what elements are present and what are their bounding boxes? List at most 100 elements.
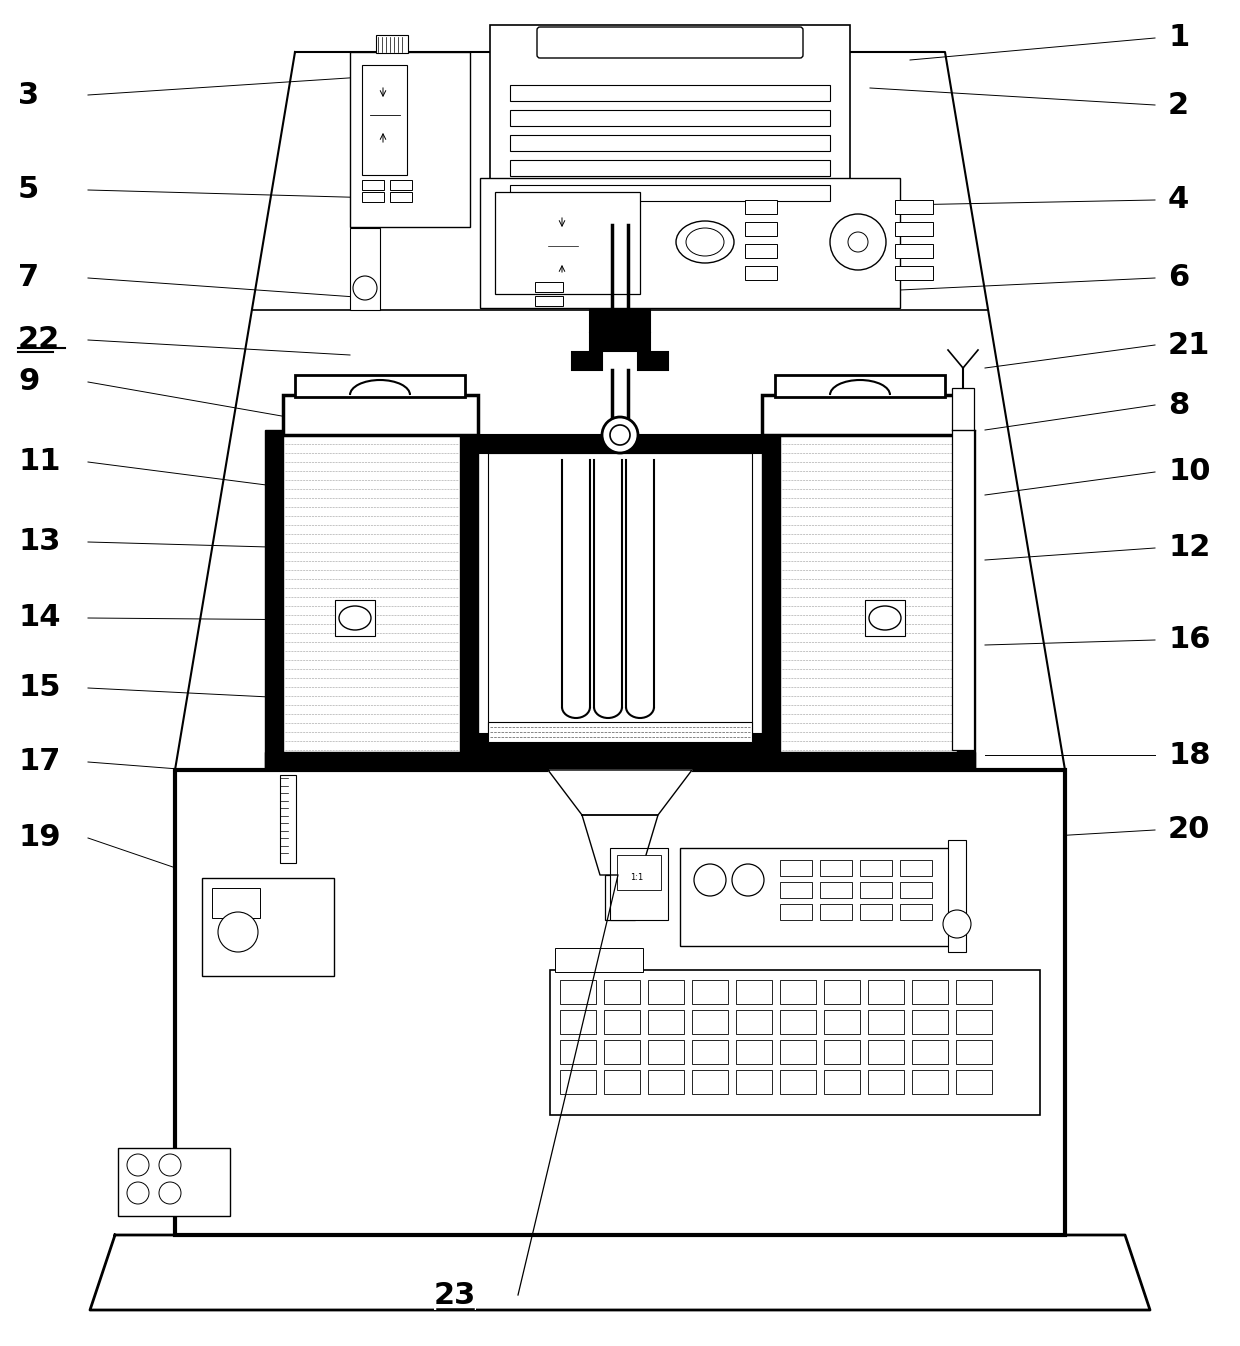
Ellipse shape — [676, 221, 734, 262]
Text: 2: 2 — [1168, 90, 1189, 120]
Text: 21: 21 — [1168, 331, 1210, 359]
Bar — [956, 980, 992, 1004]
Text: 20: 20 — [1168, 816, 1210, 844]
Text: 7: 7 — [19, 264, 40, 292]
Text: 12: 12 — [1168, 533, 1210, 563]
Bar — [780, 1040, 816, 1063]
Bar — [911, 1070, 949, 1094]
Bar — [212, 888, 260, 918]
Bar — [866, 600, 905, 637]
Polygon shape — [548, 770, 692, 814]
Bar — [692, 1040, 728, 1063]
Bar — [780, 882, 812, 898]
Bar — [605, 875, 635, 921]
Bar — [825, 980, 861, 1004]
Bar — [477, 435, 763, 454]
Bar — [692, 980, 728, 1004]
Circle shape — [353, 276, 377, 300]
Text: 14: 14 — [19, 603, 61, 633]
Bar — [649, 1010, 684, 1034]
Bar — [861, 860, 892, 876]
Bar — [956, 1010, 992, 1034]
Bar — [335, 600, 374, 637]
Bar — [745, 222, 777, 236]
Bar — [868, 1070, 904, 1094]
Bar — [956, 1040, 992, 1063]
Bar — [692, 1070, 728, 1094]
Text: 23: 23 — [434, 1280, 476, 1310]
Bar — [618, 855, 661, 890]
Text: 15: 15 — [19, 673, 61, 703]
Bar — [560, 1040, 596, 1063]
Bar — [391, 192, 412, 202]
Bar — [118, 1148, 229, 1215]
Bar — [868, 1010, 904, 1034]
Bar — [737, 1010, 773, 1034]
Bar — [510, 85, 830, 101]
Bar — [510, 160, 830, 176]
Bar — [780, 980, 816, 1004]
Ellipse shape — [869, 606, 901, 630]
Ellipse shape — [339, 606, 371, 630]
Bar — [590, 332, 650, 351]
Bar — [510, 110, 830, 127]
Bar — [900, 860, 932, 876]
Circle shape — [218, 913, 258, 952]
Bar — [649, 980, 684, 1004]
Bar — [825, 1010, 861, 1034]
Circle shape — [942, 910, 971, 938]
Bar — [556, 948, 644, 972]
Bar — [534, 296, 563, 306]
Circle shape — [126, 1182, 149, 1205]
Text: 10: 10 — [1168, 458, 1210, 486]
Bar — [820, 905, 852, 921]
Text: 6: 6 — [1168, 264, 1189, 292]
Bar — [551, 970, 1040, 1114]
Bar — [283, 394, 477, 435]
Bar — [604, 1070, 640, 1094]
Bar — [560, 1070, 596, 1094]
Bar — [825, 1040, 861, 1063]
Bar — [763, 429, 780, 770]
Bar — [460, 429, 477, 770]
Bar — [350, 52, 470, 227]
Polygon shape — [582, 814, 658, 875]
Bar — [649, 1070, 684, 1094]
Bar — [868, 980, 904, 1004]
Bar — [489, 454, 751, 734]
Bar — [560, 1010, 596, 1034]
Bar — [895, 244, 932, 258]
Bar — [265, 429, 283, 770]
Text: 4: 4 — [1168, 186, 1189, 214]
Bar — [510, 184, 830, 201]
Circle shape — [848, 232, 868, 252]
Bar — [745, 244, 777, 258]
Bar — [572, 353, 601, 370]
Bar — [737, 980, 773, 1004]
Circle shape — [601, 417, 639, 454]
Bar — [895, 222, 932, 236]
Circle shape — [159, 1182, 181, 1205]
Bar — [780, 905, 812, 921]
Polygon shape — [175, 52, 1065, 770]
Bar — [868, 1040, 904, 1063]
Bar — [477, 734, 763, 752]
Bar — [820, 882, 852, 898]
Text: 11: 11 — [19, 447, 61, 476]
Text: 18: 18 — [1168, 740, 1210, 770]
Bar — [560, 980, 596, 1004]
Bar — [737, 1070, 773, 1094]
Text: 5: 5 — [19, 175, 40, 205]
FancyBboxPatch shape — [537, 27, 804, 58]
Text: 17: 17 — [19, 747, 61, 777]
Bar — [391, 180, 412, 190]
Bar — [480, 178, 900, 308]
Bar — [510, 135, 830, 151]
Bar — [745, 267, 777, 280]
Bar — [610, 848, 668, 921]
Bar — [737, 1040, 773, 1063]
Bar — [900, 882, 932, 898]
Bar — [949, 840, 966, 952]
Bar — [362, 180, 384, 190]
Bar — [861, 905, 892, 921]
